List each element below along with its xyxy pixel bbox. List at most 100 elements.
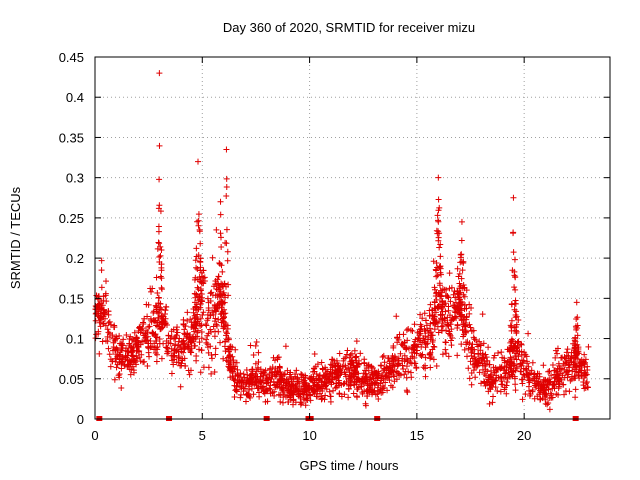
data-point bbox=[169, 357, 176, 364]
data-point-glyph bbox=[447, 298, 454, 305]
data-point bbox=[466, 310, 473, 317]
data-point bbox=[131, 329, 138, 336]
data-point-glyph bbox=[426, 325, 433, 332]
data-point bbox=[198, 322, 205, 329]
data-point bbox=[187, 316, 194, 323]
data-point bbox=[448, 342, 455, 349]
data-point-glyph bbox=[375, 396, 382, 403]
data-point bbox=[154, 351, 161, 358]
data-point-glyph bbox=[322, 392, 329, 399]
data-point-glyph bbox=[429, 306, 436, 313]
data-point bbox=[423, 322, 430, 329]
data-point-glyph bbox=[332, 363, 339, 370]
data-point bbox=[561, 391, 568, 398]
data-point bbox=[311, 350, 318, 357]
data-point bbox=[499, 381, 506, 388]
data-point-glyph bbox=[479, 311, 486, 318]
data-point bbox=[327, 393, 334, 400]
data-point-glyph bbox=[405, 326, 412, 333]
data-point-glyph bbox=[455, 273, 462, 280]
data-point bbox=[421, 310, 428, 317]
data-point-glyph bbox=[466, 310, 473, 317]
data-point-glyph bbox=[215, 316, 222, 323]
data-point bbox=[322, 392, 329, 399]
data-point-glyph bbox=[545, 368, 552, 375]
data-point-glyph bbox=[145, 324, 152, 331]
data-point bbox=[440, 322, 447, 329]
data-point-glyph bbox=[431, 326, 438, 333]
data-point bbox=[427, 301, 434, 308]
data-point-glyph bbox=[466, 301, 473, 308]
data-point bbox=[454, 265, 461, 272]
data-point bbox=[555, 391, 562, 398]
data-point bbox=[378, 389, 385, 396]
data-point bbox=[369, 365, 376, 372]
data-point bbox=[250, 391, 257, 398]
data-point bbox=[118, 365, 125, 372]
data-point-glyph bbox=[96, 350, 103, 357]
data-point bbox=[220, 355, 227, 362]
data-point-glyph bbox=[344, 347, 351, 354]
data-point-glyph bbox=[169, 357, 176, 364]
data-point bbox=[545, 368, 552, 375]
data-point bbox=[572, 394, 579, 401]
data-point bbox=[298, 400, 305, 407]
data-point-glyph bbox=[198, 335, 205, 342]
data-point bbox=[426, 325, 433, 332]
data-point-glyph bbox=[205, 299, 212, 306]
data-point-glyph bbox=[411, 321, 418, 328]
data-point bbox=[466, 301, 473, 308]
data-point bbox=[405, 326, 412, 333]
data-point-glyph bbox=[309, 379, 316, 386]
data-point bbox=[327, 398, 334, 405]
data-point-glyph bbox=[422, 373, 429, 380]
gridlines bbox=[95, 57, 610, 419]
data-point bbox=[153, 274, 160, 281]
data-point bbox=[397, 350, 404, 357]
data-point bbox=[468, 304, 475, 311]
data-point bbox=[470, 327, 477, 334]
data-point-glyph bbox=[512, 381, 519, 388]
data-point-glyph bbox=[336, 350, 343, 357]
data-point-glyph bbox=[193, 357, 200, 364]
data-point bbox=[290, 401, 297, 408]
data-point-glyph bbox=[196, 339, 203, 346]
data-point bbox=[284, 367, 291, 374]
data-point-glyph bbox=[290, 401, 297, 408]
data-point-glyph bbox=[430, 343, 437, 350]
data-point-glyph bbox=[212, 345, 219, 352]
data-point bbox=[525, 330, 532, 337]
data-point bbox=[559, 372, 566, 379]
data-point-glyph bbox=[345, 394, 352, 401]
data-point bbox=[237, 391, 244, 398]
data-point-glyph bbox=[237, 391, 244, 398]
data-point-glyph bbox=[525, 330, 532, 337]
data-point bbox=[196, 339, 203, 346]
data-point-glyph bbox=[369, 365, 376, 372]
data-point-glyph bbox=[555, 391, 562, 398]
data-point-glyph bbox=[421, 310, 428, 317]
data-point bbox=[127, 371, 134, 378]
data-point-glyph bbox=[418, 352, 425, 359]
data-point bbox=[106, 330, 113, 337]
data-point-glyph bbox=[120, 336, 127, 343]
data-point bbox=[120, 336, 127, 343]
data-point-glyph bbox=[423, 322, 430, 329]
data-point bbox=[145, 324, 152, 331]
data-point bbox=[497, 388, 504, 395]
data-point bbox=[427, 329, 434, 336]
data-point-glyph bbox=[440, 322, 447, 329]
data-point bbox=[230, 376, 237, 383]
data-point-glyph bbox=[442, 346, 449, 353]
data-point bbox=[346, 354, 353, 361]
data-point-glyph bbox=[282, 343, 289, 350]
data-point bbox=[146, 323, 153, 330]
data-point-glyph bbox=[546, 368, 553, 375]
data-point bbox=[417, 311, 424, 318]
data-point-glyph bbox=[254, 385, 261, 392]
data-point bbox=[465, 365, 472, 372]
data-point bbox=[252, 360, 259, 367]
data-point-glyph bbox=[540, 362, 547, 369]
data-point-glyph bbox=[168, 370, 175, 377]
